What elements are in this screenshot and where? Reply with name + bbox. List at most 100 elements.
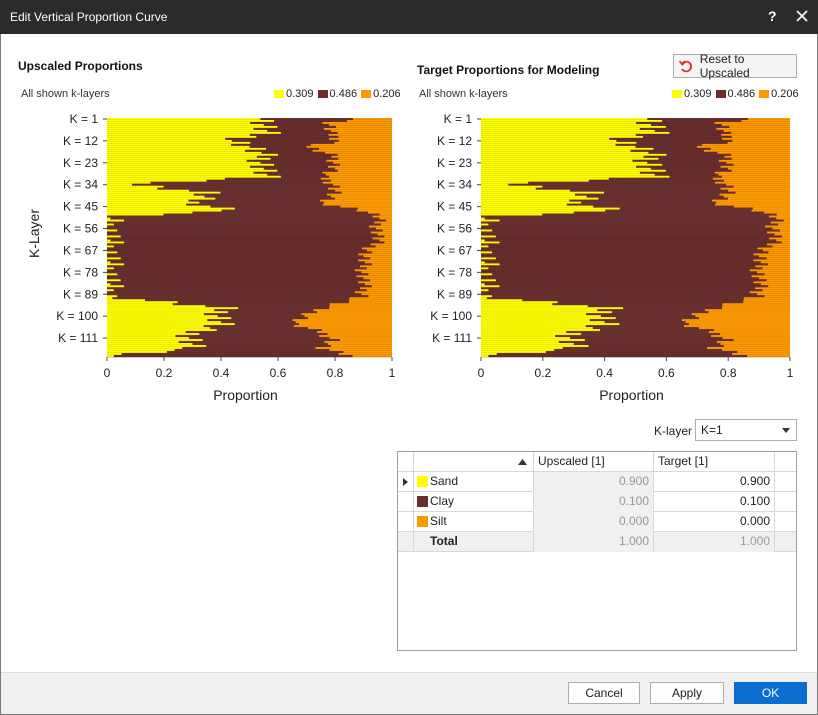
sand-proportion-bar: [481, 187, 536, 190]
target-value-input[interactable]: 0.900: [654, 472, 775, 492]
sand-proportion-bar: [107, 171, 254, 174]
sand-proportion-bar: [481, 121, 637, 125]
silt-proportion-bar: [747, 118, 790, 121]
reset-to-upscaled-button[interactable]: Reset to Upscaled: [673, 52, 797, 80]
clay-proportion-bar: [481, 259, 754, 262]
x-tick-label: 0: [104, 366, 111, 380]
sand-proportion-bar: [481, 329, 600, 332]
sand-proportion-bar: [481, 205, 594, 208]
target-value-input[interactable]: 0.000: [654, 512, 775, 532]
sand-proportion-bar: [107, 205, 211, 208]
facies-name-cell: Clay: [398, 492, 534, 512]
silt-proportion-bar: [721, 133, 790, 137]
help-button[interactable]: ?: [768, 8, 777, 24]
clay-proportion-bar: [124, 263, 373, 266]
sand-proportion-bar: [107, 337, 190, 340]
ok-button[interactable]: OK: [734, 682, 807, 704]
silt-proportion-bar: [343, 351, 392, 354]
row-header-cell: [398, 452, 414, 472]
sand-proportion-bar: [481, 177, 609, 180]
silt-proportion-bar: [335, 189, 392, 192]
facies-swatch-silt: [417, 516, 428, 527]
sand-proportion-bar: [107, 145, 250, 149]
sand-proportion-bar: [481, 289, 489, 292]
clay-proportion-bar: [481, 249, 764, 252]
sand-proportion-bar: [107, 303, 173, 306]
sand-proportion-bar: [107, 295, 118, 298]
silt-proportion-bar: [734, 205, 790, 208]
silt-proportion-bar: [762, 289, 790, 292]
sand-proportion-bar: [107, 217, 111, 220]
clay-proportion-bar: [221, 209, 357, 212]
silt-proportion-bar: [689, 323, 790, 326]
apply-button[interactable]: Apply: [650, 682, 724, 704]
target-column-header[interactable]: Target [1]: [654, 452, 775, 472]
sand-proportion-bar: [107, 137, 226, 141]
clay-proportion-bar: [120, 235, 385, 238]
silt-proportion-bar: [720, 165, 790, 168]
silt-proportion-bar: [776, 217, 790, 220]
close-icon[interactable]: [794, 8, 810, 24]
row-selector[interactable]: [398, 512, 414, 532]
clay-proportion-bar: [261, 151, 326, 155]
sand-proportion-bar: [481, 213, 543, 216]
clay-proportion-bar: [554, 349, 723, 352]
clay-proportion-bar: [107, 259, 359, 262]
sand-proportion-bar: [107, 201, 200, 204]
sand-proportion-bar: [107, 207, 235, 210]
y-tick-label: K = 89: [437, 287, 472, 301]
silt-proportion-bar: [722, 349, 790, 352]
row-selector[interactable]: [398, 472, 414, 492]
sand-proportion-bar: [481, 321, 605, 324]
upscaled-column-header[interactable]: Upscaled [1]: [534, 452, 654, 472]
silt-proportion-bar: [338, 157, 392, 161]
left-panel-subtitle: All shown k-layers: [21, 88, 110, 100]
sand-proportion-bar: [107, 279, 121, 282]
y-tick-label: K = 12: [437, 134, 472, 148]
clay-proportion-bar: [224, 177, 321, 180]
silt-proportion-bar: [379, 217, 392, 220]
sand-proportion-bar: [107, 313, 204, 316]
x-tick-label: 0.8: [720, 366, 737, 380]
clay-proportion-bar: [244, 149, 313, 153]
sand-proportion-bar: [481, 183, 509, 186]
sand-proportion-bar: [107, 305, 206, 308]
silt-proportion-bar: [716, 201, 790, 204]
silt-proportion-bar: [774, 233, 790, 236]
clay-proportion-bar: [199, 333, 328, 336]
sand-proportion-bar: [481, 303, 553, 306]
clay-proportion-bar: [492, 273, 765, 276]
silt-proportion-bar: [329, 337, 392, 340]
sand-proportion-bar: [481, 195, 587, 198]
silt-proportion-bar: [778, 223, 790, 226]
chevron-down-icon: [782, 428, 790, 433]
clay-proportion-bar: [280, 175, 330, 178]
y-tick-label: K = 56: [63, 222, 98, 236]
clay-proportion-bar: [205, 305, 330, 308]
clay-proportion-bar: [107, 287, 361, 290]
sand-proportion-bar: [107, 195, 205, 198]
sand-proportion-bar: [107, 167, 264, 170]
clay-proportion-bar: [569, 189, 729, 192]
clay-proportion-bar: [522, 299, 744, 302]
silt-proportion-bar: [768, 251, 790, 254]
clay-proportion-bar: [488, 355, 748, 358]
silt-proportion-bar: [308, 317, 392, 320]
silt-proportion-bar: [724, 345, 790, 348]
silt-proportion-bar: [714, 121, 790, 125]
sand-proportion-bar: [481, 127, 640, 131]
clay-proportion-bar: [192, 211, 369, 214]
y-axis-label: K-Layer: [26, 209, 42, 258]
cancel-button[interactable]: Cancel: [568, 682, 640, 704]
silt-proportion-bar: [722, 305, 790, 308]
name-column-header[interactable]: [414, 452, 534, 472]
sand-proportion-bar: [107, 163, 275, 166]
silt-proportion-bar: [720, 333, 790, 336]
current-row-icon: [403, 478, 408, 486]
row-selector[interactable]: [398, 492, 414, 512]
silt-proportion-bar: [712, 177, 790, 180]
klayer-select[interactable]: K=1: [695, 419, 797, 441]
target-value-input[interactable]: 0.100: [654, 492, 775, 512]
sand-proportion-bar: [107, 283, 111, 286]
legend-value-silt: 0.206: [373, 88, 401, 100]
